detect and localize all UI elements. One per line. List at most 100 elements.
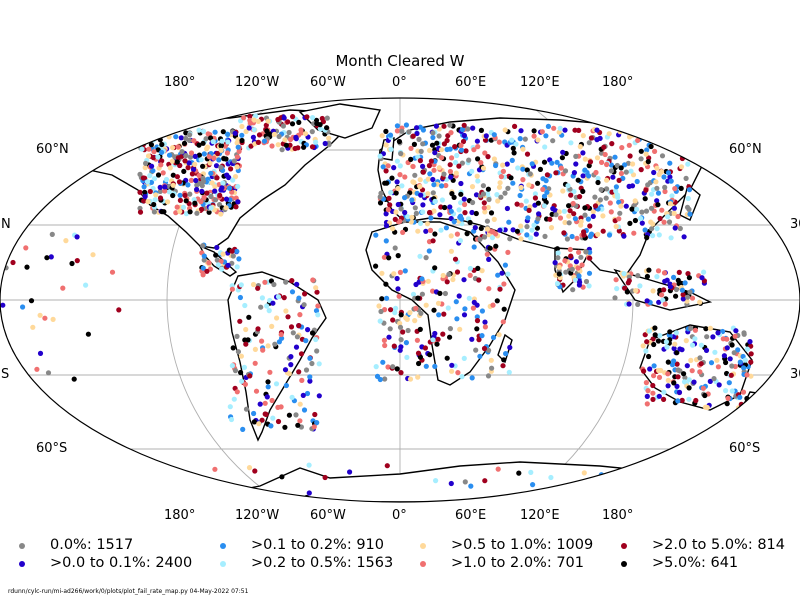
legend-label-7: >5.0%: 641: [652, 555, 739, 571]
lon-label-top-60w: 60°W: [310, 75, 346, 90]
lon-label-top-180e: 180°: [602, 75, 634, 90]
station-marker: [234, 264, 240, 270]
station-marker: [444, 146, 450, 153]
station-marker: [294, 334, 300, 340]
station-marker: [650, 233, 656, 239]
station-marker: [640, 133, 647, 139]
lon-label-top-120w: 120°W: [235, 75, 280, 90]
station-marker: [723, 359, 729, 366]
station-marker: [628, 168, 634, 174]
station-marker: [314, 348, 320, 354]
station-marker: [383, 211, 389, 217]
station-marker: [655, 190, 662, 196]
station-marker: [219, 185, 225, 191]
station-marker: [256, 132, 263, 138]
station-marker: [266, 308, 272, 314]
station-marker: [392, 216, 398, 222]
station-marker: [160, 170, 166, 176]
station-marker: [146, 136, 152, 142]
station-marker: [246, 314, 252, 320]
station-marker: [676, 269, 682, 275]
station-marker: [431, 307, 437, 313]
station-marker: [572, 277, 579, 283]
station-marker: [37, 312, 43, 318]
station-marker: [383, 128, 389, 134]
station-marker: [405, 327, 411, 334]
station-marker: [235, 183, 241, 190]
station-marker: [629, 128, 635, 134]
station-marker: [377, 153, 383, 159]
station-marker: [672, 341, 678, 347]
station-marker: [686, 187, 693, 193]
station-marker: [625, 280, 631, 286]
station-marker: [562, 127, 568, 133]
station-marker: [227, 185, 233, 191]
station-marker: [505, 271, 511, 277]
station-marker: [388, 146, 394, 152]
station-marker: [37, 350, 44, 356]
station-marker: [447, 334, 453, 340]
station-marker: [420, 163, 426, 169]
station-marker: [535, 216, 541, 222]
station-marker: [225, 131, 231, 137]
station-marker: [436, 312, 442, 318]
station-marker: [446, 271, 452, 277]
station-marker: [461, 132, 467, 139]
station-marker: [655, 338, 662, 344]
station-marker: [200, 178, 206, 185]
station-marker: [187, 154, 194, 160]
station-marker: [680, 292, 686, 298]
station-marker: [599, 159, 605, 165]
station-marker: [700, 385, 707, 391]
station-marker: [474, 138, 480, 144]
station-marker: [593, 169, 599, 176]
station-marker: [568, 253, 574, 259]
station-marker: [518, 184, 524, 191]
station-marker: [391, 343, 397, 349]
station-markers: [0, 113, 778, 502]
station-marker: [189, 171, 195, 177]
station-marker: [770, 399, 776, 405]
station-marker: [147, 173, 153, 179]
station-marker: [744, 346, 751, 352]
station-marker: [479, 308, 485, 314]
station-marker: [63, 238, 69, 244]
map-content: [0, 98, 800, 502]
station-marker: [501, 357, 507, 363]
station-marker: [383, 142, 389, 148]
station-marker: [275, 418, 282, 425]
station-marker: [229, 248, 235, 254]
station-marker: [275, 404, 281, 410]
station-marker: [174, 174, 180, 180]
station-marker: [658, 138, 664, 144]
station-marker: [400, 329, 406, 335]
station-marker: [586, 283, 592, 289]
station-marker: [458, 147, 465, 153]
station-marker: [691, 379, 697, 385]
station-marker: [423, 302, 429, 308]
station-marker: [480, 183, 486, 189]
station-marker: [264, 303, 270, 309]
station-marker: [196, 152, 202, 158]
station-marker: [232, 174, 239, 180]
station-marker: [497, 180, 503, 186]
station-marker: [427, 171, 433, 177]
station-marker: [548, 225, 555, 231]
station-marker: [687, 289, 693, 295]
station-marker: [588, 231, 595, 237]
station-marker: [452, 144, 458, 150]
station-marker: [622, 162, 628, 168]
station-marker: [315, 312, 321, 318]
station-marker: [431, 208, 437, 214]
station-marker: [387, 132, 394, 138]
station-marker: [250, 134, 256, 140]
station-marker: [142, 194, 148, 200]
station-marker: [697, 355, 703, 361]
station-marker: [208, 205, 214, 211]
station-marker: [480, 191, 487, 197]
station-marker: [582, 212, 588, 218]
station-marker: [583, 249, 589, 255]
station-marker: [556, 264, 562, 270]
station-marker: [384, 180, 390, 186]
station-marker: [661, 270, 668, 276]
